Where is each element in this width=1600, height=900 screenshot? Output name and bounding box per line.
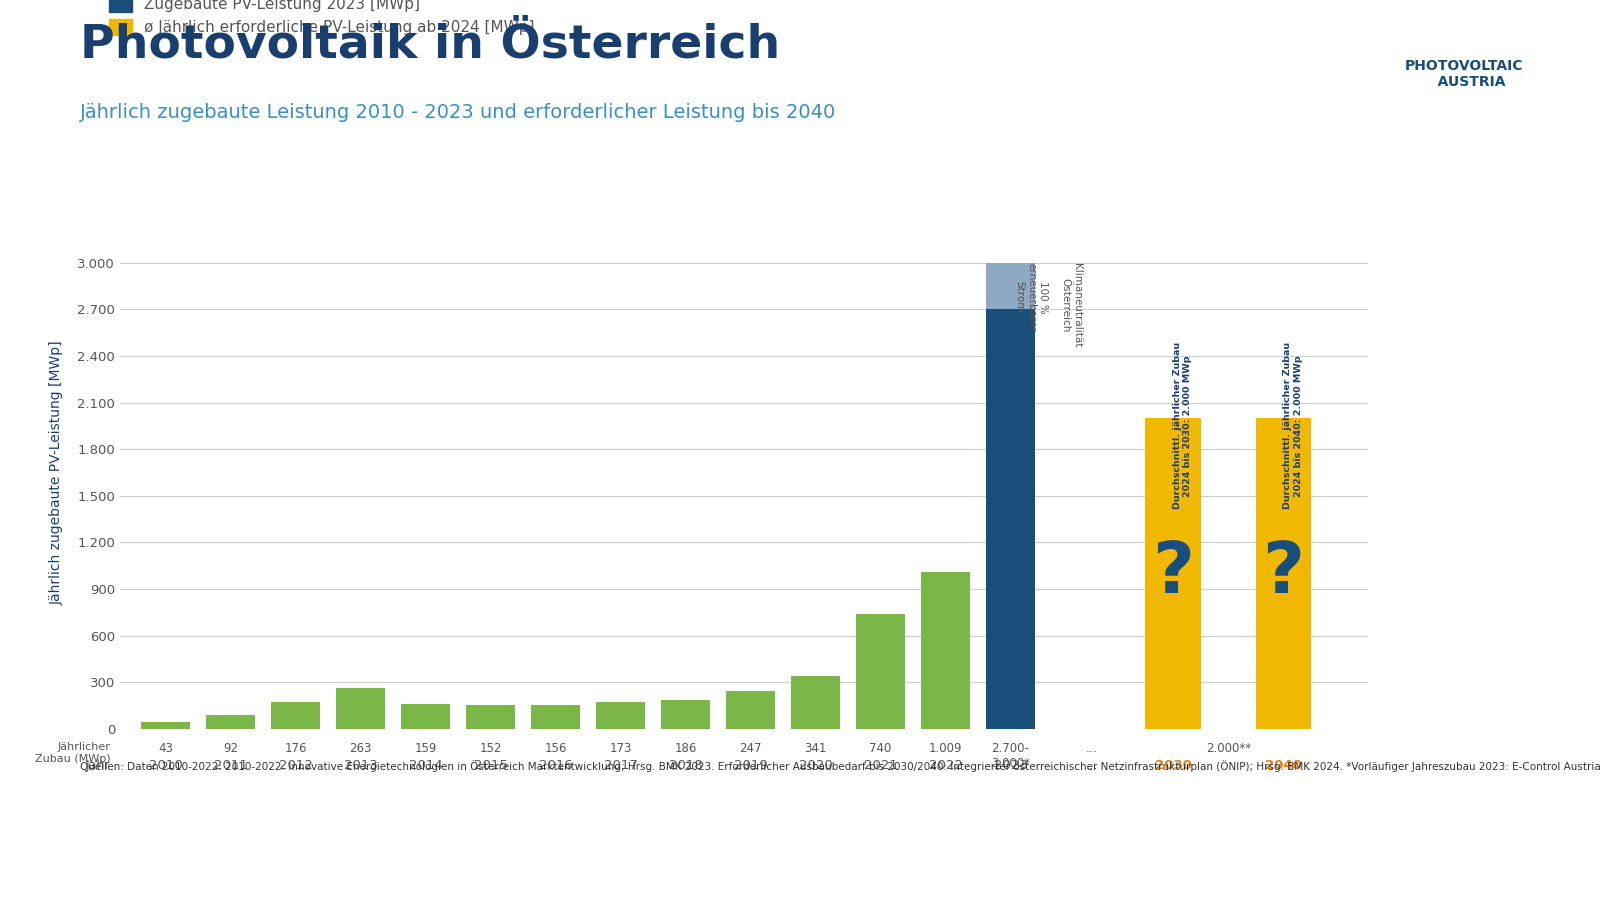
Text: 176: 176 [285, 742, 307, 755]
Text: ...: ... [1086, 742, 1098, 755]
Text: Quellen: Daten 2010-2022: 2010-2022: Innovative Energietechnologien in Österreic: Quellen: Daten 2010-2022: 2010-2022: Inn… [80, 760, 1600, 772]
Text: 2014: 2014 [408, 760, 442, 772]
Y-axis label: Jährlich zugebaute PV-Leistung [MWp]: Jährlich zugebaute PV-Leistung [MWp] [50, 340, 64, 605]
Text: Jährlicher
Zubau (MWp): Jährlicher Zubau (MWp) [35, 742, 110, 764]
Bar [856, 614, 906, 729]
Text: ?: ? [1152, 539, 1194, 608]
Text: 2021: 2021 [864, 760, 898, 772]
Text: 43: 43 [158, 742, 173, 755]
Bar [661, 700, 710, 729]
Text: 159: 159 [414, 742, 437, 755]
Text: Photovoltaik in Österreich: Photovoltaik in Österreich [80, 22, 781, 68]
Text: Klimaneutralität
Österreich: Klimaneutralität Österreich [1061, 263, 1082, 347]
Bar [597, 702, 645, 729]
Text: 173: 173 [610, 742, 632, 755]
Text: 2012: 2012 [278, 760, 312, 772]
Text: 2017: 2017 [603, 760, 637, 772]
Bar [402, 705, 450, 729]
Text: ?: ? [1262, 539, 1304, 608]
Bar [1256, 418, 1310, 729]
Text: 92: 92 [222, 742, 238, 755]
Text: 247: 247 [739, 742, 762, 755]
Text: 2011: 2011 [213, 760, 248, 772]
Bar [466, 706, 515, 729]
Text: Durchschnittl. jährlicher Zubau
2024 bis 2040: 2.000 MWp: Durchschnittl. jährlicher Zubau 2024 bis… [1283, 342, 1302, 509]
Text: 740: 740 [869, 742, 891, 755]
Text: 341: 341 [805, 742, 827, 755]
Bar [986, 263, 1035, 310]
Text: 152: 152 [480, 742, 502, 755]
Bar [336, 688, 386, 729]
Text: Durchschnittl. jährlicher Zubau
2024 bis 2030: 2.000 MWp: Durchschnittl. jährlicher Zubau 2024 bis… [1173, 342, 1192, 509]
Text: Jährlich zugebaute Leistung 2010 - 2023 und erforderlicher Leistung bis 2040: Jährlich zugebaute Leistung 2010 - 2023 … [80, 104, 837, 122]
Legend: Jährlich zugebaute PV-Leistung 2010 - 2022 [MWp], Zugebaute PV-Leistung 2023 [MW: Jährlich zugebaute PV-Leistung 2010 - 20… [102, 0, 541, 41]
Bar [270, 702, 320, 729]
Text: 2.000**: 2.000** [1206, 742, 1251, 755]
Bar [922, 572, 970, 729]
Bar [141, 723, 190, 729]
Text: 100 %
erneuerbarer
Strom: 100 % erneuerbarer Strom [1014, 263, 1048, 331]
Text: 2013: 2013 [344, 760, 378, 772]
Bar [726, 690, 774, 729]
Text: 2040: 2040 [1266, 760, 1302, 772]
Text: 2010: 2010 [149, 760, 182, 772]
Text: 263: 263 [349, 742, 371, 755]
Text: 2015: 2015 [474, 760, 507, 772]
Text: 2018: 2018 [669, 760, 702, 772]
Text: 2022: 2022 [928, 760, 963, 772]
Bar [531, 705, 579, 729]
Bar [1146, 418, 1200, 729]
Text: 156: 156 [544, 742, 566, 755]
Text: PHOTOVOLTAIC
   AUSTRIA: PHOTOVOLTAIC AUSTRIA [1405, 58, 1523, 89]
Bar [206, 715, 254, 729]
Text: 2.700-
3.000*: 2.700- 3.000* [990, 742, 1030, 770]
Bar [986, 310, 1035, 729]
Text: ...: ... [1085, 760, 1098, 772]
Text: 2019: 2019 [734, 760, 768, 772]
Text: 1.009: 1.009 [928, 742, 962, 755]
Text: 2023: 2023 [994, 760, 1027, 772]
Text: 2016: 2016 [539, 760, 573, 772]
Text: Jahr: Jahr [86, 760, 110, 772]
Bar [790, 676, 840, 729]
Text: 186: 186 [674, 742, 696, 755]
Text: 2030: 2030 [1155, 760, 1192, 772]
Text: 2020: 2020 [798, 760, 832, 772]
